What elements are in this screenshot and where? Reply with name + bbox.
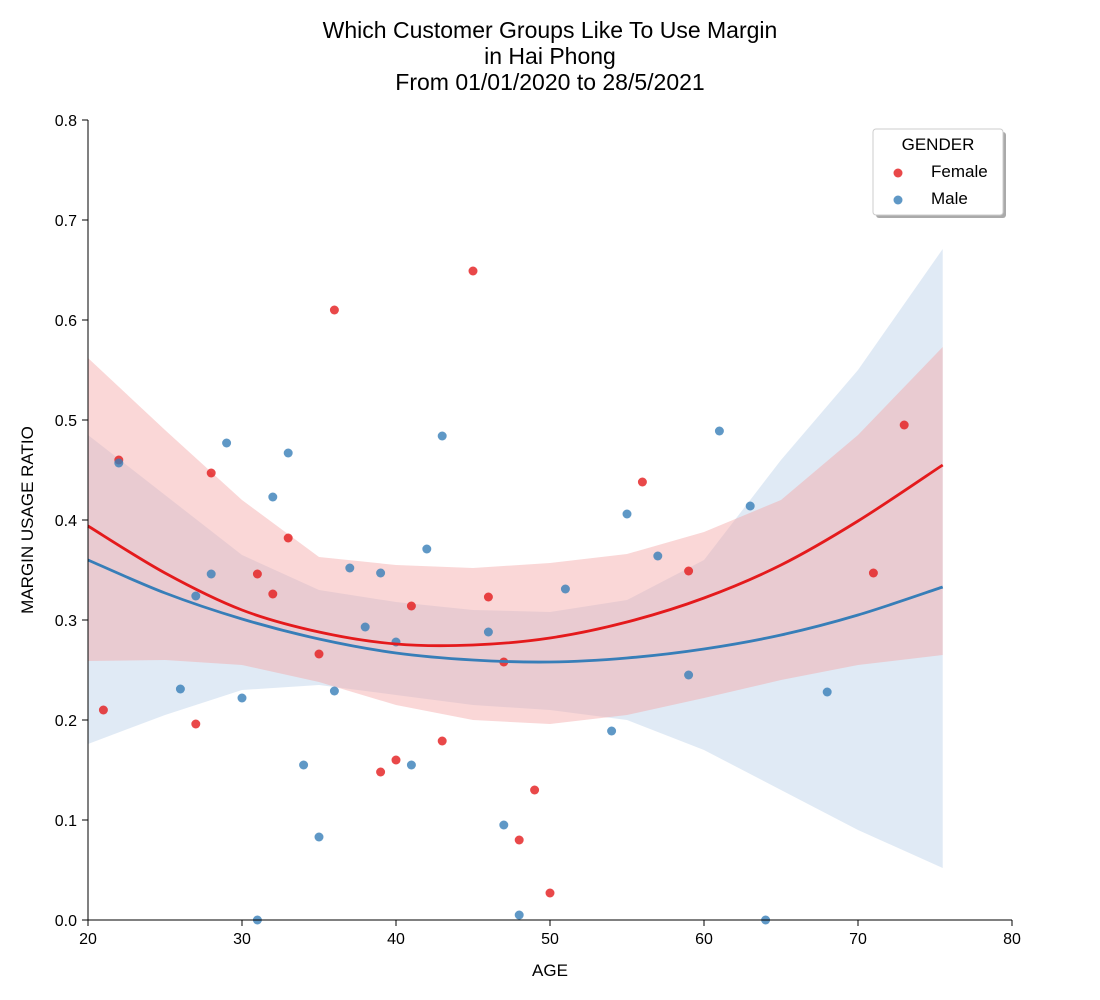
point-male-30 — [822, 687, 832, 697]
fit-line-female — [87, 463, 944, 648]
x-tick-label-80: 80 — [1003, 931, 1021, 948]
point-male-28 — [745, 501, 755, 511]
point-male-25 — [653, 551, 663, 561]
point-male-3 — [206, 569, 216, 579]
legend: GENDER Female Male — [872, 128, 1006, 218]
point-male-16 — [406, 760, 416, 770]
point-female-5 — [268, 589, 278, 599]
y-tick-label-8: 0.8 — [55, 113, 77, 130]
point-male-4 — [222, 438, 232, 448]
x-tick-label-50: 50 — [541, 931, 559, 948]
x-tick-label-60: 60 — [695, 931, 713, 948]
point-male-27 — [714, 426, 724, 436]
point-male-22 — [560, 584, 570, 594]
ci-band-male — [88, 249, 943, 868]
ci-band-female — [88, 347, 943, 724]
point-male-24 — [622, 509, 632, 519]
point-male-12 — [345, 563, 355, 573]
point-male-14 — [376, 568, 386, 578]
point-female-22 — [899, 420, 909, 430]
point-female-4 — [252, 569, 262, 579]
point-female-7 — [314, 649, 324, 659]
x-ticks: 20 30 40 50 60 70 80 — [79, 920, 1021, 948]
x-tick-label-70: 70 — [849, 931, 867, 948]
point-female-18 — [545, 888, 555, 898]
point-male-17 — [422, 544, 432, 554]
point-female-10 — [391, 755, 401, 765]
y-tick-label-0: 0.0 — [55, 913, 77, 930]
scatter-points — [98, 266, 909, 925]
point-male-21 — [514, 910, 524, 920]
y-tick-label-5: 0.5 — [55, 413, 77, 430]
legend-male-label: Male — [931, 189, 968, 208]
point-female-20 — [684, 566, 694, 576]
point-male-10 — [314, 832, 324, 842]
regression-lines — [87, 463, 944, 664]
y-ticks: 0.0 0.1 0.2 0.3 0.4 0.5 0.6 0.7 0.8 — [55, 113, 88, 930]
y-tick-label-7: 0.7 — [55, 213, 77, 230]
legend-female-label: Female — [931, 162, 988, 181]
point-female-16 — [514, 835, 524, 845]
point-male-1 — [175, 684, 185, 694]
point-female-13 — [468, 266, 478, 276]
title-line-1: Which Customer Groups Like To Use Margin — [323, 17, 778, 43]
y-tick-label-3: 0.3 — [55, 613, 77, 630]
point-male-20 — [499, 820, 509, 830]
x-tick-label-20: 20 — [79, 931, 97, 948]
point-male-2 — [191, 591, 201, 601]
point-female-19 — [637, 477, 647, 487]
point-male-0 — [114, 458, 124, 468]
point-male-8 — [283, 448, 293, 458]
legend-female-marker — [893, 168, 903, 178]
y-tick-label-4: 0.4 — [55, 513, 77, 530]
point-female-21 — [868, 568, 878, 578]
point-female-8 — [329, 305, 339, 315]
point-female-0 — [98, 705, 108, 715]
point-male-18 — [437, 431, 447, 441]
point-male-19 — [483, 627, 493, 637]
point-female-17 — [530, 785, 540, 795]
point-female-11 — [406, 601, 416, 611]
point-male-9 — [299, 760, 309, 770]
legend-title: GENDER — [902, 135, 975, 154]
x-axis-label: AGE — [532, 961, 568, 980]
chart-title: Which Customer Groups Like To Use Margin… — [323, 17, 778, 95]
point-female-2 — [191, 719, 201, 729]
y-axis-label: MARGIN USAGE RATIO — [18, 426, 37, 614]
x-tick-label-40: 40 — [387, 931, 405, 948]
y-tick-label-6: 0.6 — [55, 313, 77, 330]
point-female-9 — [376, 767, 386, 777]
y-tick-label-1: 0.1 — [55, 813, 77, 830]
x-tick-label-30: 30 — [233, 931, 251, 948]
point-male-23 — [607, 726, 617, 736]
title-line-3: From 01/01/2020 to 28/5/2021 — [395, 69, 704, 95]
point-male-26 — [684, 670, 694, 680]
fit-line-male — [87, 558, 944, 664]
point-female-12 — [437, 736, 447, 746]
point-male-7 — [268, 492, 278, 502]
point-female-3 — [206, 468, 216, 478]
confidence-bands — [88, 249, 943, 868]
point-female-14 — [483, 592, 493, 602]
point-male-13 — [360, 622, 370, 632]
point-male-5 — [237, 693, 247, 703]
title-line-2: in Hai Phong — [484, 43, 616, 69]
y-tick-label-2: 0.2 — [55, 713, 77, 730]
legend-male-marker — [893, 195, 903, 205]
point-female-6 — [283, 533, 293, 543]
legend-box — [872, 128, 1004, 216]
point-male-11 — [329, 686, 339, 696]
